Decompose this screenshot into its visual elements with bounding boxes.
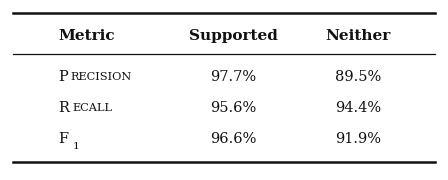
Text: R: R <box>58 101 69 115</box>
Text: 95.6%: 95.6% <box>210 101 256 115</box>
Text: P: P <box>58 70 68 84</box>
Text: Neither: Neither <box>326 29 391 43</box>
Text: Supported: Supported <box>189 29 277 43</box>
Text: Metric: Metric <box>58 29 115 43</box>
Text: 94.4%: 94.4% <box>336 101 381 115</box>
Text: 1: 1 <box>73 142 79 151</box>
Text: ECALL: ECALL <box>72 103 112 113</box>
Text: 89.5%: 89.5% <box>335 70 382 84</box>
Text: 91.9%: 91.9% <box>336 132 381 146</box>
Text: RECISION: RECISION <box>71 72 132 82</box>
Text: 97.7%: 97.7% <box>210 70 256 84</box>
Text: F: F <box>58 132 69 146</box>
Text: 96.6%: 96.6% <box>210 132 256 146</box>
